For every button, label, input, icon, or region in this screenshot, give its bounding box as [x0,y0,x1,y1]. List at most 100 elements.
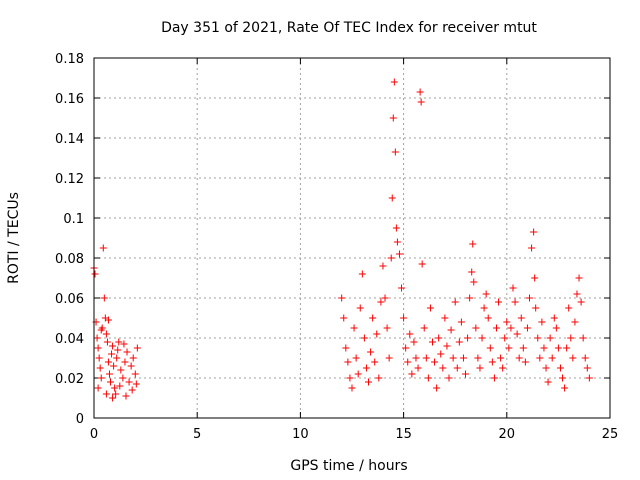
x-tick-label: 0 [90,427,98,442]
data-point [418,260,426,268]
data-point [474,354,482,362]
data-point [112,390,120,398]
data-point [501,334,509,342]
data-point [414,364,422,372]
data-point [122,392,130,400]
data-point [488,358,496,366]
data-point [540,344,548,352]
data-point [128,386,136,394]
data-point [417,98,425,106]
data-point [389,114,397,122]
data-point [379,262,387,270]
data-point [391,148,399,156]
data-point [482,290,490,298]
data-point [348,384,356,392]
y-tick-label: 0.04 [55,332,84,347]
grid [94,58,610,418]
data-point [410,338,418,346]
data-point [356,304,364,312]
data-point [94,344,102,352]
data-point [99,244,107,252]
data-point [412,354,420,362]
data-point [466,294,474,302]
data-point [532,304,540,312]
data-point [435,334,443,342]
data-point [395,250,403,258]
data-point [105,370,113,378]
data-point [556,364,564,372]
data-point [111,384,119,392]
data-point [97,374,105,382]
data-point [464,334,472,342]
data-point [95,354,103,362]
data-point [492,324,500,332]
data-point [517,314,525,322]
data-point [96,364,104,372]
x-tick-label: 15 [395,427,412,442]
data-point [536,354,544,362]
data-point [424,374,432,382]
data-point [388,194,396,202]
data-point [573,290,581,298]
data-point [470,278,478,286]
data-point [559,374,567,382]
data-point [581,354,589,362]
data-point [507,324,515,332]
data-point [383,324,391,332]
data-point [544,378,552,386]
x-tick-label: 5 [193,427,201,442]
data-point [373,330,381,338]
data-point [108,350,116,358]
data-point [420,324,428,332]
data-point [375,374,383,382]
data-point [338,294,346,302]
data-point [575,274,583,282]
data-point [579,334,587,342]
data-point [385,354,393,362]
data-point [552,324,560,332]
data-point [369,314,377,322]
data-point [358,270,366,278]
data-point [515,354,523,362]
data-point [406,330,414,338]
data-point [431,358,439,366]
data-point [93,334,101,342]
y-axis-ticks: 0 0.02 0.04 0.06 0.08 0.1 0.12 0.14 0.16 0.18 [55,52,610,427]
data-point [526,294,534,302]
data-point [523,324,531,332]
data-point [457,318,465,326]
data-point [499,364,507,372]
data-point [109,394,117,402]
data-point [131,370,139,378]
data-point [354,370,362,378]
data-point [132,380,140,388]
data-point [571,318,579,326]
y-tick-label: 0 [76,412,84,427]
data-point [102,390,110,398]
data-point [478,334,486,342]
data-point [121,358,129,366]
data-point [585,374,593,382]
data-point [346,374,354,382]
data-point [125,378,133,386]
data-point [439,364,447,372]
data-point [548,354,556,362]
data-point [519,344,527,352]
data-point [577,298,585,306]
data-point [103,338,111,346]
data-point [563,344,571,352]
data-point [119,374,127,382]
data-point [428,338,436,346]
data-point [104,358,112,366]
data-point [513,330,521,338]
data-point [377,298,385,306]
data-point [531,274,539,282]
data-point [530,228,538,236]
data-point [509,284,517,292]
y-tick-label: 0.1 [63,212,84,227]
data-point [94,384,102,392]
data-point [459,354,467,362]
data-point [521,358,529,366]
data-point [109,342,117,350]
y-tick-label: 0.02 [55,372,84,387]
